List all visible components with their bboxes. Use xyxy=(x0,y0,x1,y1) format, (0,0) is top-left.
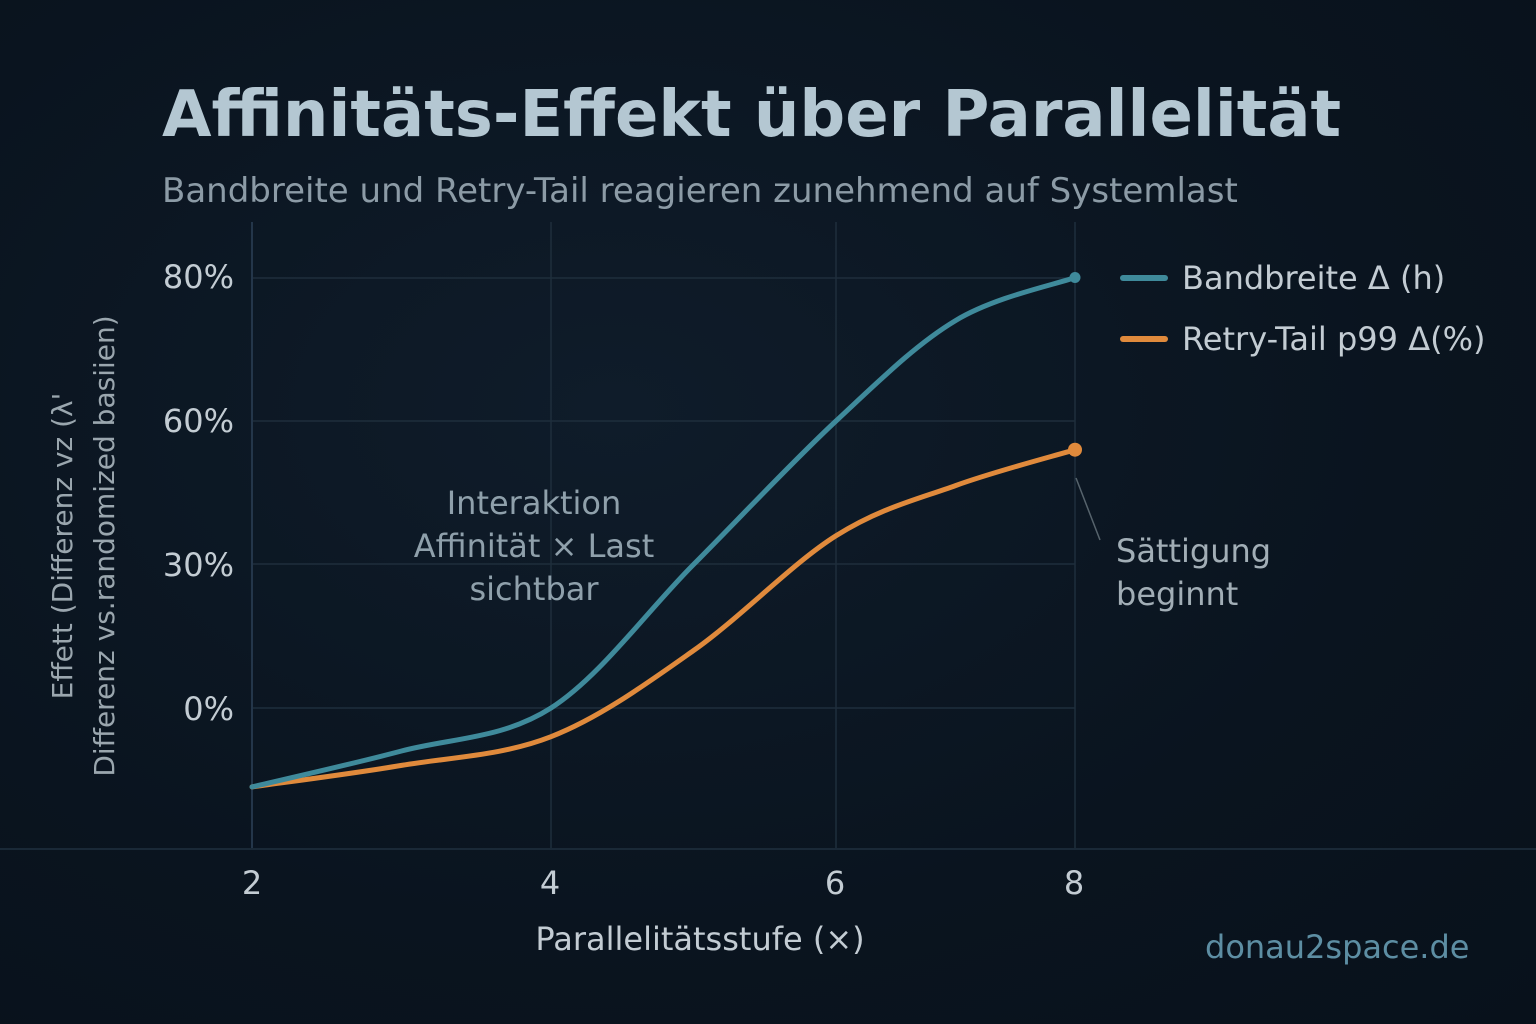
end-point-retry-tail xyxy=(1068,442,1082,457)
watermark: donau2space.de xyxy=(1205,928,1470,966)
series-line-bandbreite xyxy=(249,275,1078,790)
y-axis-label-line-1: Effett (Differenz vz (λ' xyxy=(46,392,79,700)
x-tick-6: 6 xyxy=(824,864,846,902)
annotation-leaders xyxy=(1075,477,1101,541)
annotation-saturation-line-2: beginnt xyxy=(1116,575,1239,613)
end-point-bandbreite xyxy=(1069,272,1081,283)
x-tick-8: 8 xyxy=(1063,864,1085,902)
y-tick-60: 60% xyxy=(162,402,234,440)
y-tick-0: 0% xyxy=(183,690,234,728)
annotation-saturation-line-1: Sättigung xyxy=(1116,532,1272,570)
annotation-saturation-leader xyxy=(1075,477,1101,541)
legend-item-bandbreite: Bandbreite Δ (h) xyxy=(1120,258,1445,298)
legend-swatch-bandbreite xyxy=(1120,275,1168,281)
x-axis-label: Parallelitätsstufe (×) xyxy=(535,920,865,958)
legend-label-retry-tail: Retry-Tail p99 Δ(%) xyxy=(1182,320,1486,358)
legend-item-retry-tail: Retry-Tail p99 Δ(%) xyxy=(1120,319,1485,359)
series-line-retry-tail xyxy=(249,447,1078,790)
y-axis-label-line-2: Differenz vs.randomized basiien) xyxy=(88,315,121,777)
chart-title: Affinitäts-Effekt über Parallelität xyxy=(162,78,1342,152)
y-tick-80: 80% xyxy=(162,258,234,296)
annotation-saturation: Sättigung beginnt xyxy=(1116,530,1271,616)
x-tick-2: 2 xyxy=(241,864,263,902)
x-tick-4: 4 xyxy=(539,864,561,902)
annotation-interaction-line-2: Affinität × Last xyxy=(413,527,655,565)
legend-swatch-retry-tail xyxy=(1120,336,1168,342)
annotation-interaction: Interaktion Affinität × Last sichtbar xyxy=(384,482,684,611)
y-axis-label: Effett (Differenz vz (λ' Differenz vs.ra… xyxy=(42,226,126,866)
y-tick-30: 30% xyxy=(162,546,234,584)
chart-subtitle: Bandbreite und Retry-Tail reagieren zune… xyxy=(162,171,1238,211)
annotation-interaction-line-3: sichtbar xyxy=(469,570,599,608)
series-lines xyxy=(249,272,1082,790)
legend-label-bandbreite: Bandbreite Δ (h) xyxy=(1182,259,1446,297)
annotation-interaction-line-1: Interaktion xyxy=(446,484,622,522)
grid xyxy=(0,222,1536,850)
